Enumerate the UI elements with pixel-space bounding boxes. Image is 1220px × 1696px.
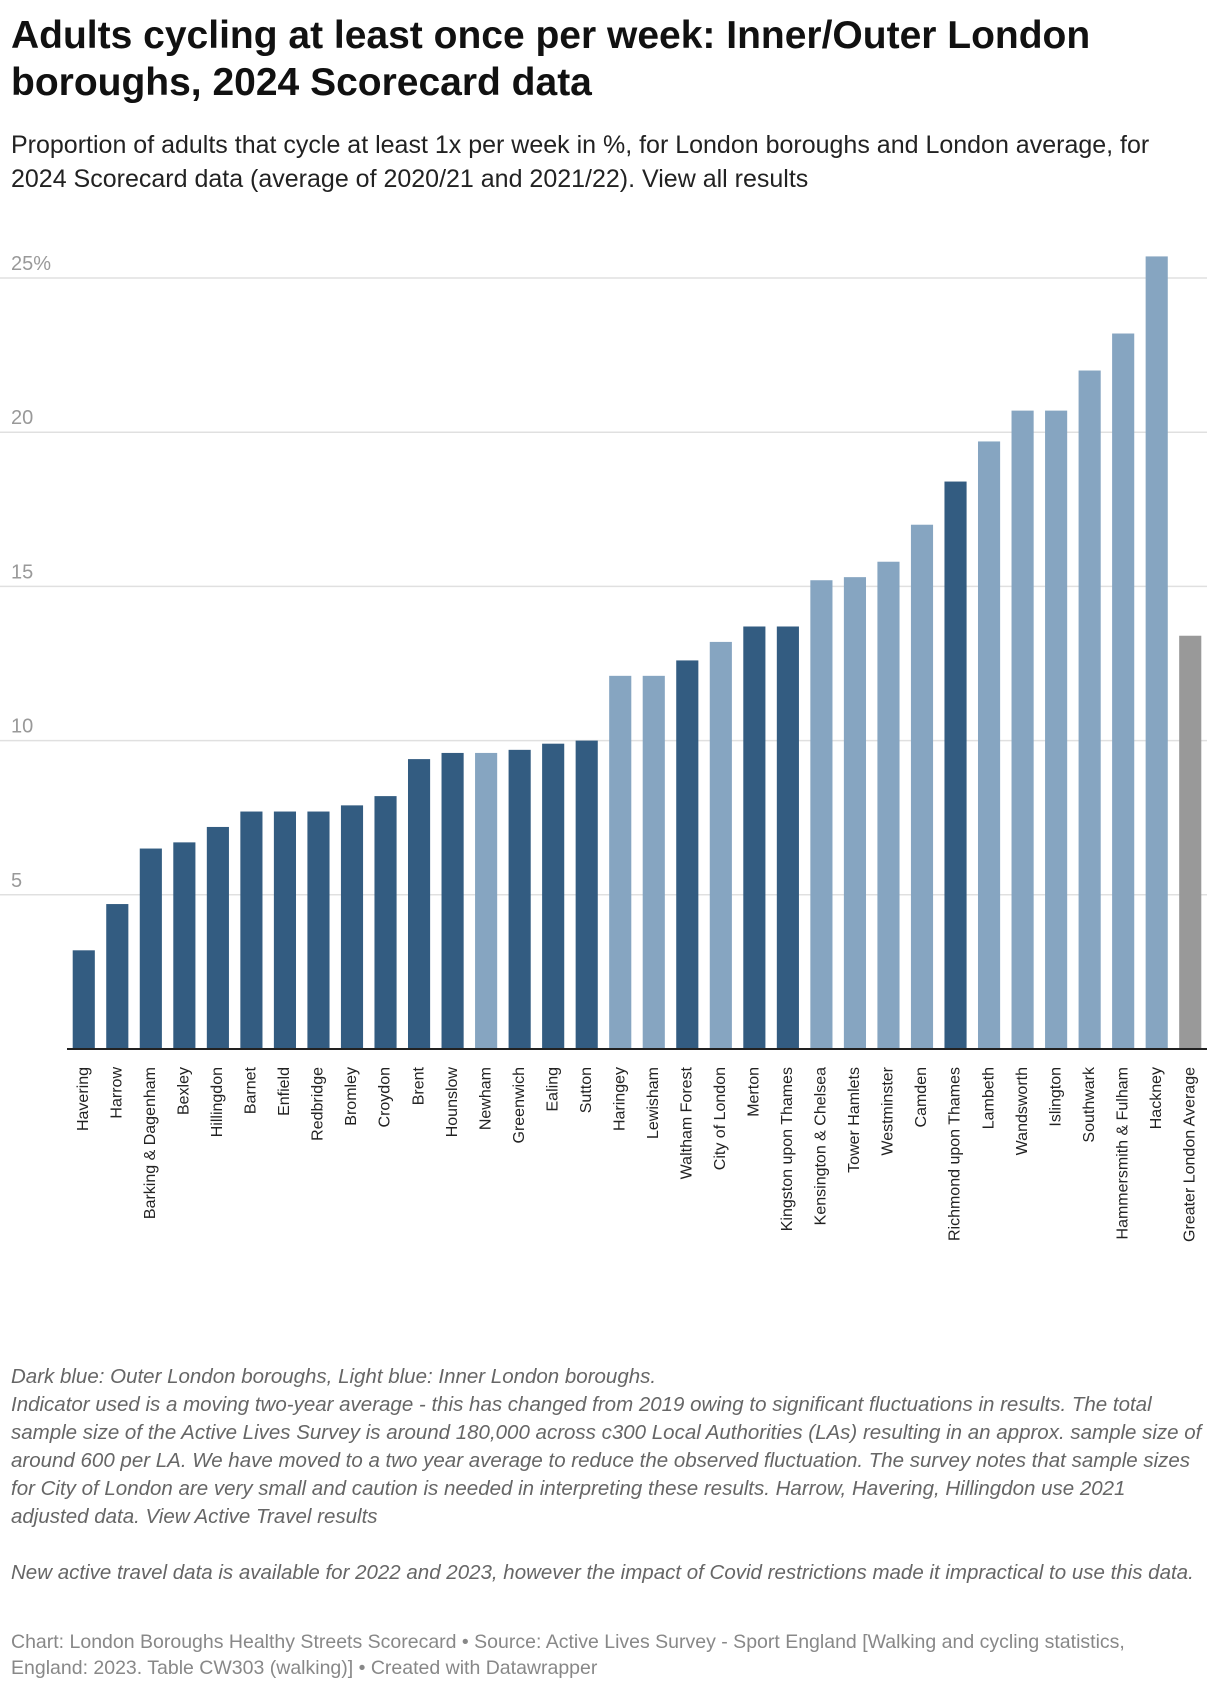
x-tick-label: Bromley	[343, 1067, 360, 1126]
bar	[1112, 333, 1135, 1050]
x-tick-label: Barnet	[243, 1066, 260, 1114]
x-tick-label: Kingston upon Thames	[779, 1067, 796, 1231]
bar	[307, 811, 330, 1049]
bar	[676, 660, 699, 1049]
note: Indicator used is a moving two-year aver…	[11, 1393, 1202, 1528]
bar	[810, 580, 833, 1049]
x-tick-label: Greenwich	[511, 1067, 528, 1143]
y-tick-label: 15	[11, 561, 33, 583]
bar	[575, 740, 598, 1049]
bar	[407, 759, 431, 1049]
x-tick-label: Westminster	[880, 1066, 897, 1155]
bar	[743, 626, 766, 1049]
chart: 5 10 15 20 25% Havering Harrow Barking & Dagenh…	[0, 253, 1207, 1242]
bar	[441, 752, 464, 1049]
x-tick-label: Havering	[75, 1067, 92, 1131]
x-tick-label: Newham	[477, 1067, 494, 1130]
bar	[508, 749, 531, 1049]
bar	[1011, 410, 1034, 1049]
bar	[877, 561, 900, 1049]
x-tick-label: Redbridge	[310, 1067, 327, 1141]
bar	[1045, 410, 1068, 1049]
bar	[1145, 256, 1168, 1049]
bar	[173, 842, 196, 1049]
x-tick-label: Haringey	[611, 1067, 628, 1131]
bar	[106, 904, 129, 1049]
source: Chart: London Boroughs Healthy Streets S…	[11, 1631, 1125, 1679]
y-tick-label: 25%	[11, 253, 51, 275]
x-tick-label: Enfield	[276, 1067, 293, 1116]
bar	[843, 577, 867, 1049]
chart-title: Adults cycling at least once per week: I…	[11, 14, 1091, 104]
chart-subtitle: Proportion of adults that cycle at least…	[11, 131, 1150, 193]
x-tick-label: Hillingdon	[209, 1067, 226, 1137]
x-tick-label: Merton	[746, 1067, 763, 1117]
bar	[206, 826, 229, 1049]
bar	[374, 796, 397, 1049]
x-tick-label: Richmond upon Thames	[947, 1067, 964, 1241]
x-tick-label: Bexley	[176, 1067, 193, 1115]
x-tick-label: Ealing	[544, 1067, 561, 1111]
bar	[340, 805, 364, 1049]
note: New active travel data is available for …	[11, 1561, 1194, 1584]
bar	[1078, 370, 1101, 1049]
bar	[475, 752, 498, 1049]
note: Dark blue: Outer London boroughs, Light …	[11, 1365, 657, 1388]
x-tick-label: Southwark	[1081, 1066, 1098, 1143]
x-tick-label: Greater London Average	[1181, 1067, 1198, 1242]
bar	[776, 626, 799, 1049]
x-tick-label: Islington	[1047, 1067, 1064, 1127]
bar	[642, 675, 665, 1049]
y-tick-label: 20	[11, 407, 33, 429]
bar	[944, 481, 967, 1049]
x-tick-label: Harrow	[109, 1067, 126, 1119]
y-tick-label: 5	[11, 870, 22, 892]
x-tick-label: Wandsworth	[1014, 1067, 1031, 1155]
bar	[542, 743, 565, 1049]
bar	[139, 848, 162, 1049]
bar	[240, 811, 263, 1049]
bar	[609, 675, 632, 1049]
bar	[709, 641, 732, 1049]
bar	[273, 811, 297, 1049]
x-tick-label: Hammersmith & Fulham	[1114, 1067, 1131, 1239]
x-tick-label: Barking & Dagenham	[142, 1067, 159, 1219]
x-tick-label: Hounslow	[444, 1067, 461, 1138]
x-tick-label: Lewisham	[645, 1067, 662, 1139]
x-tick-label: Croydon	[377, 1067, 394, 1127]
x-tick-label: Lambeth	[980, 1067, 997, 1129]
x-tick-label: Brent	[410, 1066, 427, 1105]
bar	[977, 441, 1001, 1049]
x-tick-label: Camden	[913, 1067, 930, 1127]
y-tick-label: 10	[11, 716, 33, 738]
bar	[72, 950, 95, 1049]
x-tick-label: Kensington & Chelsea	[813, 1067, 830, 1225]
bar	[910, 524, 934, 1049]
bar	[1179, 635, 1202, 1049]
x-tick-label: Tower Hamlets	[846, 1067, 863, 1173]
x-tick-label: Sutton	[578, 1067, 595, 1113]
x-tick-label: Hackney	[1148, 1067, 1165, 1129]
x-tick-label: City of London	[712, 1067, 729, 1170]
notes: Dark blue: Outer London boroughs, Light …	[11, 1363, 1206, 1587]
x-tick-label: Waltham Forest	[679, 1066, 696, 1179]
